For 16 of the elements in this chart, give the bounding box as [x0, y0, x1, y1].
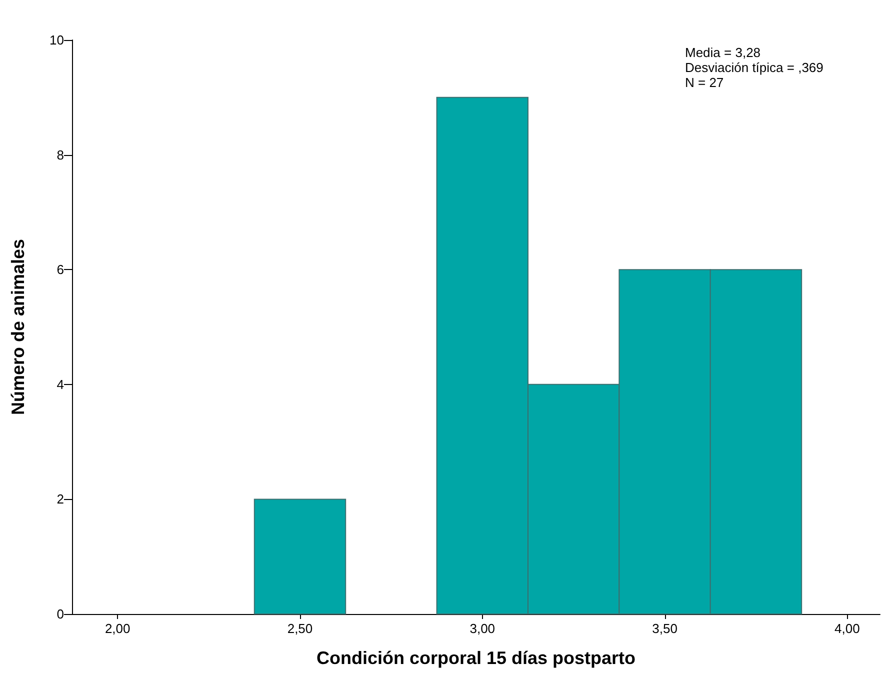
- x-axis-title: Condición corporal 15 días postparto: [316, 648, 636, 668]
- y-axis-title: Número de animales: [8, 238, 28, 416]
- y-tick-label: 2: [56, 492, 64, 507]
- y-tick-label: 0: [56, 606, 64, 622]
- y-tick-label: 6: [56, 262, 64, 278]
- annotation: N = 27: [685, 75, 724, 90]
- y-tick-label: 8: [56, 147, 64, 162]
- x-tick-label: 2,50: [287, 621, 313, 636]
- x-tick-label: 3,00: [470, 621, 496, 636]
- x-tick-label: 2,00: [104, 621, 130, 636]
- x-tick-label: 3,50: [652, 621, 678, 636]
- annotation: Media = 3,28: [685, 45, 761, 60]
- x-tick-label: 4,00: [834, 621, 860, 636]
- annotation: Desviación típica = ,369: [685, 60, 824, 75]
- y-tick-label: 10: [50, 32, 64, 48]
- y-tick-label: 4: [56, 376, 64, 392]
